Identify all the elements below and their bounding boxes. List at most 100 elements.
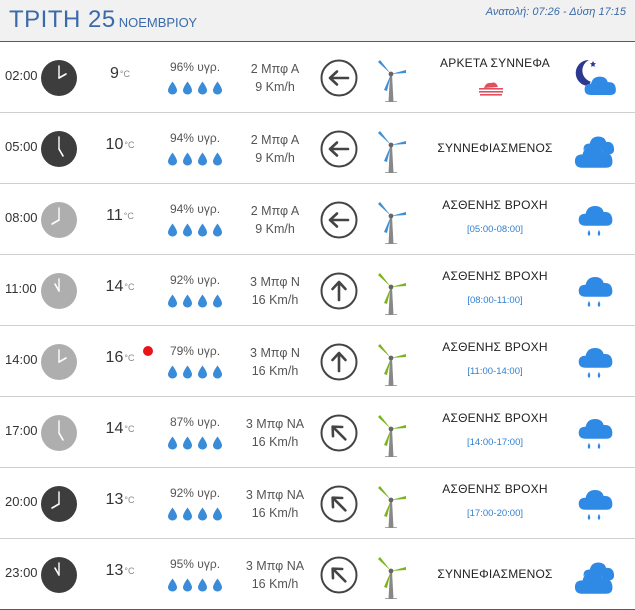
wind-info: 2 Μπφ Α 9 Km/h [238,131,312,167]
wind-turbine-icon [378,557,406,599]
temperature: 13°C [95,491,145,509]
clock-icon [41,202,77,238]
temperature: 11°C [95,207,145,225]
wind-info: 2 Μπφ Α 9 Km/h [238,202,312,238]
drop-icon [168,152,177,166]
wind-beaufort: 3 Μπφ Ν [250,275,300,289]
wind-turbine-icon [378,60,406,102]
wind-speed: 9 Km/h [255,80,295,94]
temperature-unit: °C [124,495,135,505]
humidity-drops [167,152,223,166]
temperature-value: 9 [109,65,119,82]
drop-icon [183,436,192,450]
humidity-drops [167,578,223,592]
weather-condition: ΑΣΘΕΝΗΣ ΒΡΟΧΗ [442,340,548,354]
wind-speed: 16 Km/h [251,577,299,591]
clock-icon [41,557,77,593]
overcast-icon [572,553,618,597]
temperature-unit: °C [124,566,135,576]
wind-beaufort: 2 Μπφ Α [250,204,300,218]
humidity-label: 92% υγρ. [169,273,221,287]
drop-icon [183,365,192,379]
drop-icon [168,436,177,450]
humidity-drops [167,81,223,95]
humidity-label: 79% υγρ. [169,344,221,358]
forecast-row: 05:00 10°C 94% υγρ. 2 Μπφ Α 9 Km/h [0,113,635,184]
temperature-unit: °C [124,140,135,150]
wind-speed: 9 Km/h [255,151,295,165]
rain-time-range: [17:00-20:00] [467,508,523,519]
weather-condition: ΑΣΘΕΝΗΣ ΒΡΟΧΗ [442,411,548,425]
rain-cloud-icon [572,340,618,384]
wind-speed: 16 Km/h [251,435,299,449]
wind-speed: 9 Km/h [255,222,295,236]
forecast-row: 08:00 11°C 94% υγρ. 2 Μπφ Α 9 Km/h [0,184,635,255]
temperature-value: 14 [105,278,124,295]
wind-beaufort: 3 Μπφ ΝΑ [245,488,305,502]
wind-turbine-icon [378,131,406,173]
drop-icon [198,294,207,308]
drop-icon [213,294,222,308]
drop-icon [198,223,207,237]
humidity-drops [167,507,223,521]
day-label: ΤΡΙΤΗ 25 [9,6,116,33]
humidity-label: 92% υγρ. [169,486,221,500]
forecast-row: 02:00 9°C 96% υγρ. 2 Μπφ Α 9 Km/h [0,42,635,113]
wind-direction-arrow-icon [320,130,358,168]
drop-icon [213,507,222,521]
forecast-time: 02:00 [5,68,38,83]
wind-speed: 16 Km/h [251,293,299,307]
wind-direction-arrow-icon [320,414,358,452]
forecast-list: 02:00 9°C 96% υγρ. 2 Μπφ Α 9 Km/h [0,42,635,610]
forecast-row: 14:00 16°C 79% υγρ. 3 Μπφ Ν 16 Km/h [0,326,635,397]
wind-turbine-icon [378,344,406,386]
forecast-time: 08:00 [5,210,38,225]
drop-icon [198,365,207,379]
temperature: 9°C [95,65,145,83]
wind-beaufort: 3 Μπφ Ν [250,346,300,360]
rain-time-range: [11:00-14:00] [467,366,523,377]
forecast-time: 20:00 [5,494,38,509]
humidity-drops [167,436,223,450]
wind-speed: 16 Km/h [251,506,299,520]
drop-icon [198,507,207,521]
forecast-row: 17:00 14°C 87% υγρ. 3 Μπφ ΝΑ 16 Km/h [0,397,635,468]
rain-time-range: [08:00-11:00] [467,295,523,306]
temperature: 13°C [95,562,145,580]
rain-cloud-icon [572,198,618,242]
temperature: 16°C [95,349,145,367]
drop-icon [183,507,192,521]
humidity-drops [167,294,223,308]
sunrise-sunset: Ανατολή: 07:26 - Δύση 17:15 [485,6,626,18]
temperature: 14°C [95,420,145,438]
drop-icon [183,578,192,592]
drop-icon [213,81,222,95]
drop-icon [183,152,192,166]
clock-icon [41,344,77,380]
wind-direction-arrow-icon [320,556,358,594]
wind-turbine-icon [378,486,406,528]
forecast-time: 05:00 [5,139,38,154]
clock-icon [41,486,77,522]
weather-condition: ΣΥΝΝΕΦΙΑΣΜΕΝΟΣ [437,567,553,581]
humidity-label: 94% υγρ. [169,131,221,145]
temperature-unit: °C [124,424,135,434]
drop-icon [168,294,177,308]
drop-icon [213,365,222,379]
drop-icon [168,507,177,521]
month-label: ΝΟΕΜΒΡΙΟΥ [118,15,198,30]
temperature-value: 13 [105,562,124,579]
wind-info: 3 Μπφ ΝΑ 16 Km/h [238,415,312,451]
temperature-value: 14 [105,420,124,437]
night-cloud-icon [572,56,618,100]
drop-icon [183,81,192,95]
drop-icon [183,223,192,237]
weather-condition: ΑΣΘΕΝΗΣ ΒΡΟΧΗ [442,198,548,212]
forecast-time: 14:00 [5,352,38,367]
wind-beaufort: 3 Μπφ ΝΑ [245,417,305,431]
weather-condition: ΑΣΘΕΝΗΣ ΒΡΟΧΗ [442,269,548,283]
clock-icon [41,415,77,451]
wind-direction-arrow-icon [320,59,358,97]
weather-condition: ΑΣΘΕΝΗΣ ΒΡΟΧΗ [442,482,548,496]
forecast-time: 17:00 [5,423,38,438]
